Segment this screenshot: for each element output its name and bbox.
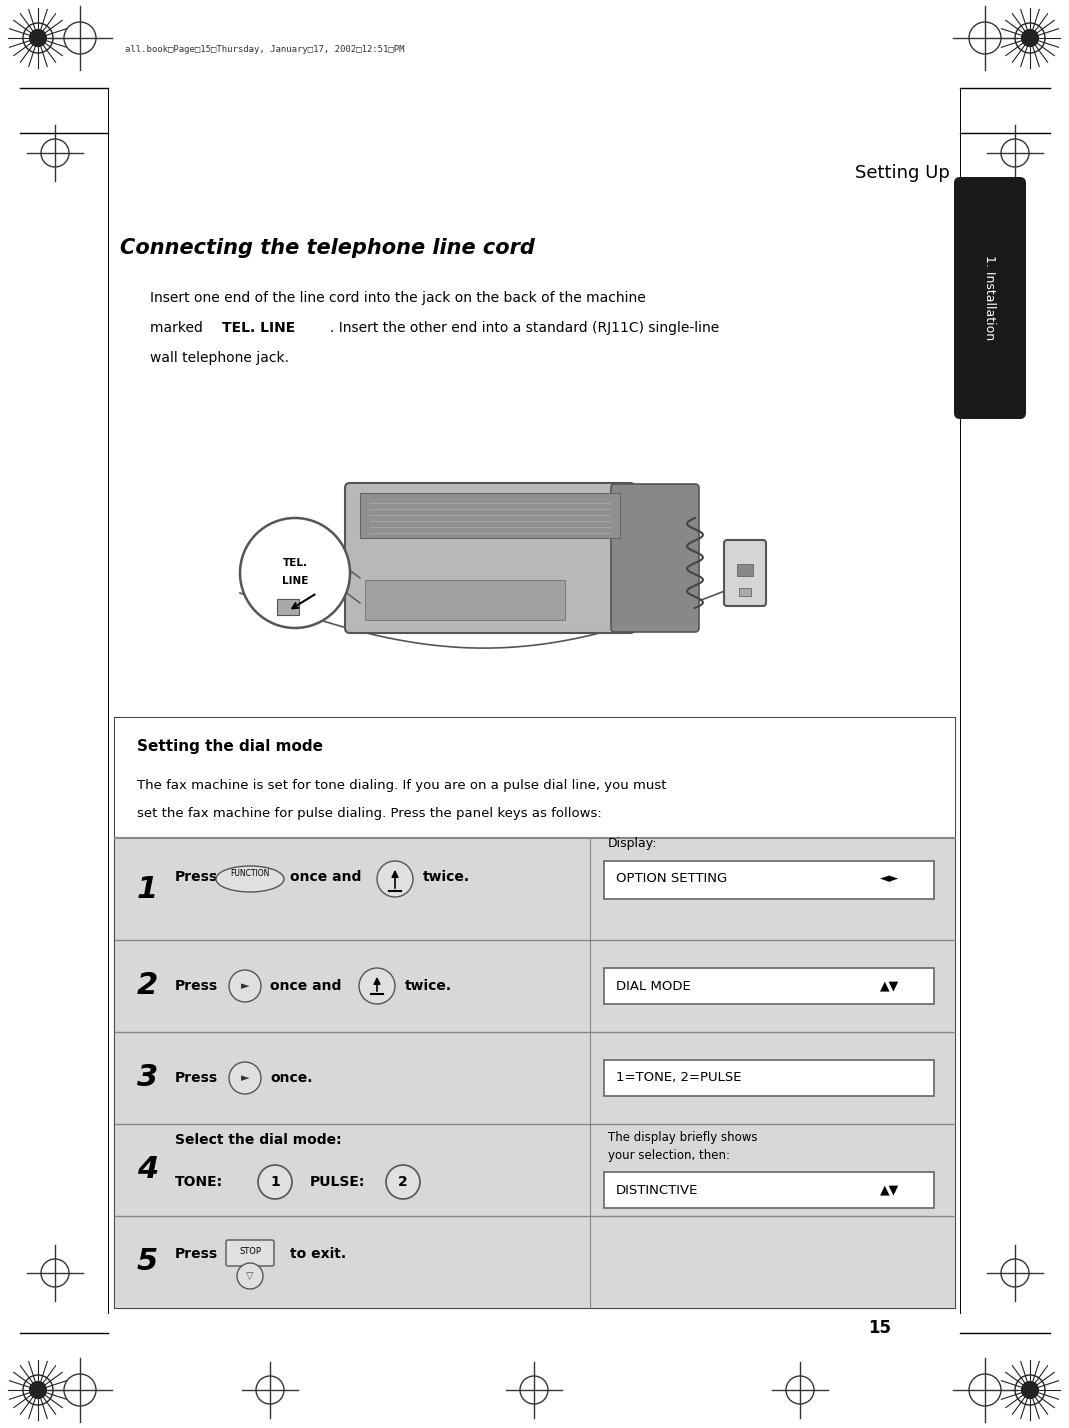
Text: DIAL MODE: DIAL MODE — [616, 980, 691, 992]
Text: ►: ► — [241, 1072, 249, 1082]
Text: all.book□Page□15□Thursday, January□17, 2002□12:51□PM: all.book□Page□15□Thursday, January□17, 2… — [125, 46, 404, 54]
FancyBboxPatch shape — [724, 540, 766, 605]
Text: FUNCTION: FUNCTION — [230, 868, 269, 877]
Ellipse shape — [216, 865, 284, 892]
Text: Display:: Display: — [608, 837, 657, 851]
Text: Press: Press — [175, 980, 218, 992]
Text: your selection, then:: your selection, then: — [608, 1150, 730, 1162]
Text: LINE: LINE — [282, 575, 308, 585]
Text: Setting the dial mode: Setting the dial mode — [137, 738, 323, 754]
Bar — [365, 580, 566, 620]
Text: Setting Up: Setting Up — [855, 164, 950, 181]
Bar — [604, 861, 934, 900]
Circle shape — [377, 861, 413, 897]
Bar — [277, 598, 299, 615]
Text: set the fax machine for pulse dialing. Press the panel keys as follows:: set the fax machine for pulse dialing. P… — [137, 807, 602, 820]
Text: . Insert the other end into a standard (RJ11C) single-line: . Insert the other end into a standard (… — [330, 321, 719, 336]
Text: Press: Press — [175, 1247, 218, 1261]
Text: TEL.: TEL. — [282, 558, 308, 568]
Bar — [604, 1060, 934, 1097]
Bar — [604, 1172, 934, 1208]
Text: 2: 2 — [398, 1175, 408, 1190]
Circle shape — [229, 1062, 261, 1094]
Circle shape — [237, 1262, 263, 1289]
Text: marked: marked — [150, 321, 207, 336]
FancyBboxPatch shape — [226, 1240, 274, 1267]
Bar — [115, 718, 955, 1308]
Text: to exit.: to exit. — [290, 1247, 346, 1261]
Bar — [737, 564, 753, 575]
Text: 5: 5 — [137, 1248, 158, 1277]
Text: STOP: STOP — [239, 1248, 261, 1257]
Text: TEL. LINE: TEL. LINE — [222, 321, 295, 336]
Text: twice.: twice. — [423, 870, 470, 884]
Circle shape — [30, 30, 46, 46]
Circle shape — [1022, 1382, 1038, 1398]
Text: DISTINCTIVE: DISTINCTIVE — [616, 1184, 698, 1197]
Text: 4: 4 — [137, 1155, 158, 1184]
Circle shape — [386, 1165, 420, 1200]
Text: ▲▼: ▲▼ — [880, 980, 899, 992]
Text: 1: 1 — [137, 874, 158, 904]
Text: ▲▼: ▲▼ — [880, 1184, 899, 1197]
Text: Press: Press — [175, 870, 218, 884]
Text: Select the dial mode:: Select the dial mode: — [175, 1132, 342, 1147]
Bar — [360, 493, 620, 538]
Text: once and: once and — [270, 980, 341, 992]
Text: TONE:: TONE: — [175, 1175, 223, 1190]
Bar — [604, 968, 934, 1004]
Bar — [115, 718, 955, 838]
Text: ►: ► — [241, 981, 249, 991]
Text: wall telephone jack.: wall telephone jack. — [150, 351, 289, 366]
Text: once.: once. — [270, 1071, 312, 1085]
Text: twice.: twice. — [405, 980, 452, 992]
Text: once and: once and — [290, 870, 361, 884]
Text: 15: 15 — [868, 1319, 892, 1337]
Text: 1=TONE, 2=PULSE: 1=TONE, 2=PULSE — [616, 1071, 742, 1084]
Bar — [739, 588, 752, 595]
Circle shape — [1022, 30, 1038, 46]
Circle shape — [30, 1382, 46, 1398]
Text: ▽: ▽ — [246, 1271, 253, 1281]
Text: 2: 2 — [137, 971, 158, 1001]
Circle shape — [229, 970, 261, 1002]
Bar — [115, 838, 955, 1308]
Text: 3: 3 — [137, 1064, 158, 1092]
FancyBboxPatch shape — [345, 483, 635, 633]
Text: The fax machine is set for tone dialing. If you are on a pulse dial line, you mu: The fax machine is set for tone dialing.… — [137, 780, 666, 793]
FancyBboxPatch shape — [611, 484, 699, 633]
Text: 1: 1 — [270, 1175, 280, 1190]
Circle shape — [241, 518, 350, 628]
Circle shape — [359, 968, 396, 1004]
Text: PULSE:: PULSE: — [310, 1175, 366, 1190]
Text: Press: Press — [175, 1071, 218, 1085]
Text: OPTION SETTING: OPTION SETTING — [616, 873, 727, 885]
Circle shape — [258, 1165, 292, 1200]
Text: Insert one end of the line cord into the jack on the back of the machine: Insert one end of the line cord into the… — [150, 291, 646, 306]
Text: Connecting the telephone line cord: Connecting the telephone line cord — [120, 238, 534, 258]
Text: ◄►: ◄► — [880, 873, 899, 885]
FancyBboxPatch shape — [954, 177, 1026, 418]
Text: The display briefly shows: The display briefly shows — [608, 1131, 758, 1144]
Text: 1. Installation: 1. Installation — [983, 256, 996, 340]
